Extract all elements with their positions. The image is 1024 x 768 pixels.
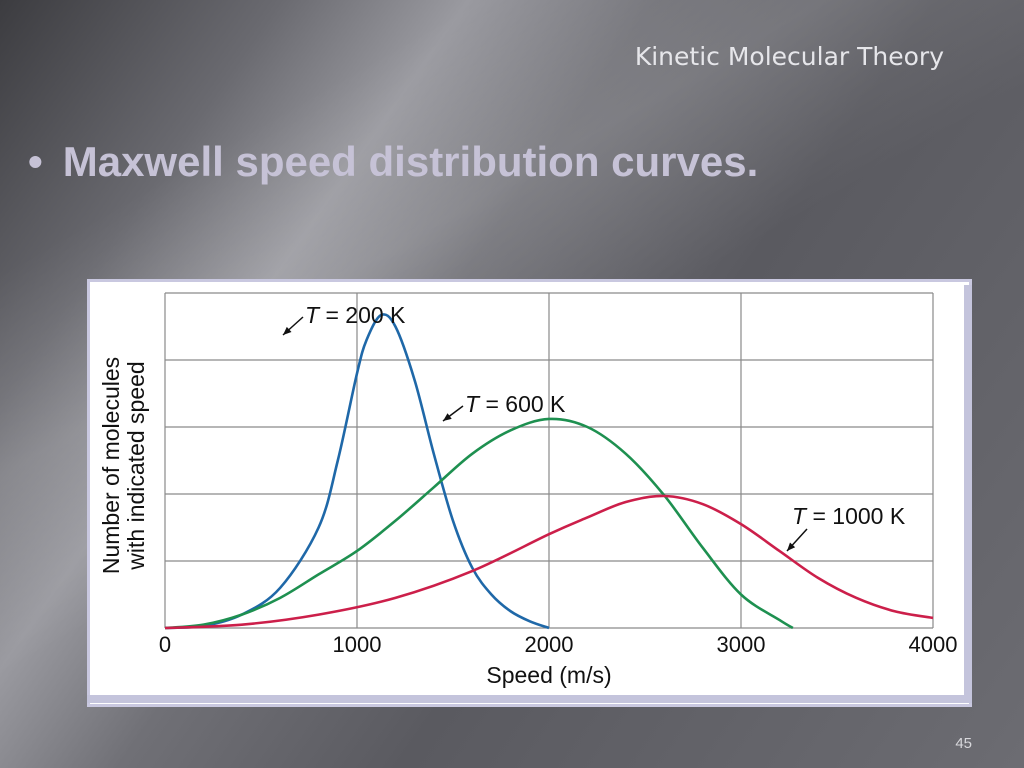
chart-panel: 0 1000 2000 3000 4000 Speed (m/s) Number of mo… — [84, 276, 975, 710]
bullet-dot: • — [28, 138, 43, 185]
arrowhead-icon — [283, 326, 292, 335]
panel-right-bar — [964, 285, 972, 701]
page-number: 45 — [955, 735, 972, 752]
bullet-item: • Maxwell speed distribution curves. — [28, 138, 758, 186]
series-label-1: T = 200 K — [305, 302, 406, 328]
slide-title: Kinetic Molecular Theory — [634, 42, 944, 71]
x-tick-label: 4000 — [909, 632, 958, 657]
arrowhead-icon — [443, 413, 452, 421]
series-line-3 — [164, 494, 934, 630]
series-label-2: T = 600 K — [465, 391, 566, 417]
y-axis-label: Number of molecules — [98, 357, 124, 574]
x-tick-label: 0 — [159, 632, 171, 657]
series-line-2 — [164, 417, 794, 630]
y-axis-label: with indicated speed — [123, 361, 149, 570]
arrowhead-icon — [787, 542, 796, 551]
series-label-3: T = 1000 K — [792, 503, 906, 529]
x-axis-label: Speed (m/s) — [486, 662, 611, 688]
x-tick-label: 1000 — [333, 632, 382, 657]
x-tick-label: 3000 — [717, 632, 766, 657]
series-line-1 — [164, 313, 550, 630]
panel-bottom-bar — [87, 695, 972, 703]
bullet-text: Maxwell speed distribution curves. — [62, 138, 759, 185]
x-tick-label: 2000 — [525, 632, 574, 657]
speed-distribution-chart: 0 1000 2000 3000 4000 Speed (m/s) Number of mo… — [84, 276, 975, 710]
